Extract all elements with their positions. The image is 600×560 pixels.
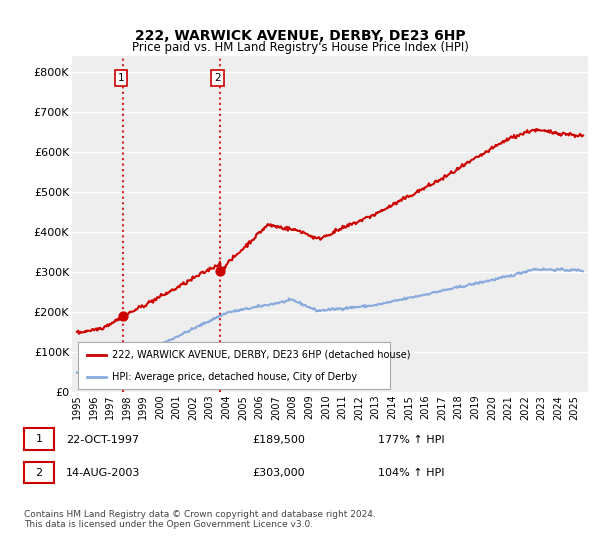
Text: 222, WARWICK AVENUE, DERBY, DE23 6HP (detached house): 222, WARWICK AVENUE, DERBY, DE23 6HP (de… [112,350,411,360]
Point [215,267,225,276]
Text: 14-AUG-2003: 14-AUG-2003 [66,468,140,478]
Text: 1: 1 [35,434,43,444]
Text: Price paid vs. HM Land Registry's House Price Index (HPI): Price paid vs. HM Land Registry's House … [131,41,469,54]
Text: £189,500: £189,500 [252,435,305,445]
Text: 2: 2 [214,73,221,83]
Text: 22-OCT-1997: 22-OCT-1997 [66,435,139,445]
Text: 2: 2 [35,468,43,478]
Text: 1: 1 [118,73,124,83]
Text: Contains HM Land Registry data © Crown copyright and database right 2024.
This d: Contains HM Land Registry data © Crown c… [24,510,376,529]
Text: 104% ↑ HPI: 104% ↑ HPI [378,468,445,478]
Text: 222, WARWICK AVENUE, DERBY, DE23 6HP: 222, WARWICK AVENUE, DERBY, DE23 6HP [134,29,466,44]
Text: £303,000: £303,000 [252,468,305,478]
Text: 177% ↑ HPI: 177% ↑ HPI [378,435,445,445]
Text: HPI: Average price, detached house, City of Derby: HPI: Average price, detached house, City… [112,372,358,382]
FancyBboxPatch shape [78,342,390,389]
Point [119,312,128,321]
